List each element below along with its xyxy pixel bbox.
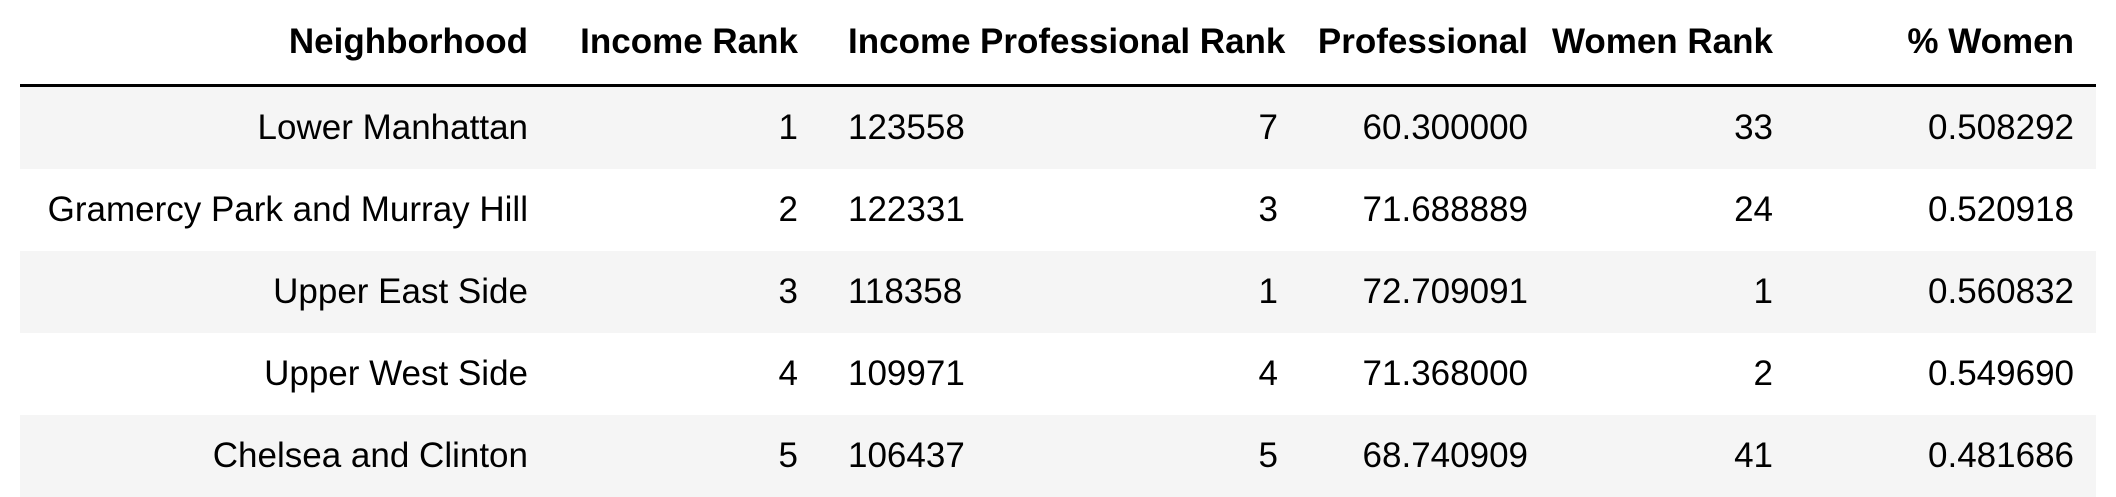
cell-income-rank: 2 bbox=[778, 190, 798, 229]
cell-income-rank: 3 bbox=[778, 272, 798, 311]
data-table: Neighborhood Income Rank Income Professi… bbox=[20, 0, 2096, 497]
cell-percent-women: 0.549690 bbox=[1928, 354, 2074, 393]
cell-women-rank: 24 bbox=[1734, 190, 1773, 229]
cell-neighborhood: Lower Manhattan bbox=[257, 108, 528, 147]
column-header-professional-rank: Professional Rank bbox=[980, 0, 1300, 87]
cell-professional: 60.300000 bbox=[1362, 108, 1528, 147]
cell-professional: 72.709091 bbox=[1362, 272, 1528, 311]
table-header-row: Neighborhood Income Rank Income Professi… bbox=[20, 0, 2096, 87]
cell-women-rank: 41 bbox=[1734, 436, 1773, 475]
cell-income: 106437 bbox=[848, 436, 965, 475]
cell-income-rank: 5 bbox=[778, 436, 798, 475]
cell-income: 123558 bbox=[848, 108, 965, 147]
table-row: Upper West Side 4 109971 4 71.368000 2 0… bbox=[20, 333, 2096, 415]
cell-income: 118358 bbox=[848, 272, 963, 311]
cell-professional: 68.740909 bbox=[1362, 436, 1528, 475]
cell-neighborhood: Upper East Side bbox=[273, 272, 528, 311]
cell-income-rank: 1 bbox=[778, 108, 798, 147]
cell-income: 109971 bbox=[848, 354, 965, 393]
column-header-professional: Professional bbox=[1300, 0, 1550, 87]
table-row: Gramercy Park and Murray Hill 2 122331 3… bbox=[20, 169, 2096, 251]
cell-professional-rank: 1 bbox=[1258, 272, 1278, 311]
column-header-women-rank: Women Rank bbox=[1550, 0, 1795, 87]
cell-percent-women: 0.520918 bbox=[1928, 190, 2074, 229]
column-header-percent-women: % Women bbox=[1795, 0, 2096, 87]
cell-income-rank: 4 bbox=[778, 354, 798, 393]
cell-percent-women: 0.508292 bbox=[1928, 108, 2074, 147]
cell-professional-rank: 4 bbox=[1258, 354, 1278, 393]
column-header-neighborhood: Neighborhood bbox=[20, 0, 550, 87]
cell-women-rank: 1 bbox=[1753, 272, 1773, 311]
cell-women-rank: 2 bbox=[1753, 354, 1773, 393]
dataframe-container: Neighborhood Income Rank Income Professi… bbox=[20, 0, 2096, 497]
cell-neighborhood: Gramercy Park and Murray Hill bbox=[47, 190, 528, 229]
table-row: Lower Manhattan 1 123558 7 60.300000 33 … bbox=[20, 85, 2096, 169]
cell-professional-rank: 3 bbox=[1258, 190, 1278, 229]
cell-professional-rank: 5 bbox=[1258, 436, 1278, 475]
cell-income: 122331 bbox=[848, 190, 965, 229]
cell-percent-women: 0.481686 bbox=[1928, 436, 2074, 475]
cell-professional: 71.688889 bbox=[1362, 190, 1528, 229]
cell-professional-rank: 7 bbox=[1258, 108, 1278, 147]
cell-neighborhood: Chelsea and Clinton bbox=[212, 436, 528, 475]
cell-neighborhood: Upper West Side bbox=[264, 354, 528, 393]
table-row: Upper East Side 3 118358 1 72.709091 1 0… bbox=[20, 251, 2096, 333]
column-header-income-rank: Income Rank bbox=[550, 0, 820, 87]
column-header-income: Income bbox=[820, 0, 980, 87]
cell-women-rank: 33 bbox=[1734, 108, 1773, 147]
cell-percent-women: 0.560832 bbox=[1928, 272, 2074, 311]
cell-professional: 71.368000 bbox=[1362, 354, 1528, 393]
table-row: Chelsea and Clinton 5 106437 5 68.740909… bbox=[20, 415, 2096, 497]
